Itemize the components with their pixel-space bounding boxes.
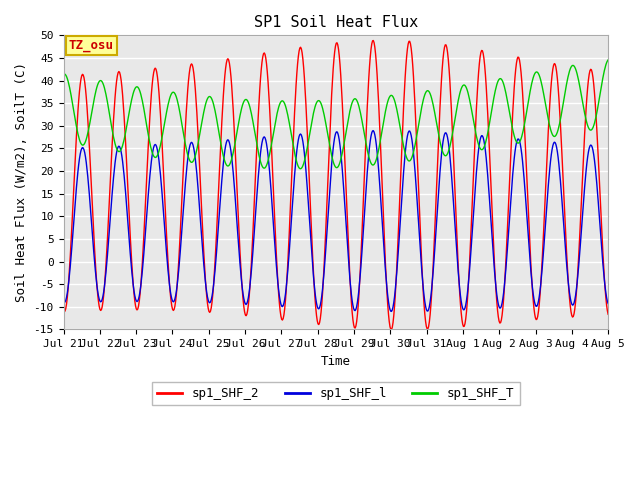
Text: TZ_osu: TZ_osu xyxy=(69,39,114,52)
sp1_SHF_T xyxy=(181,138,189,144)
Line: sp1_SHF_2: sp1_SHF_2 xyxy=(63,40,608,330)
sp1_SHF_2 xyxy=(60,307,67,313)
sp1_SHF_2 xyxy=(210,283,218,289)
sp1_SHF_2 xyxy=(125,217,133,223)
sp1_SHF_l xyxy=(388,309,396,314)
sp1_SHF_2 xyxy=(604,312,612,317)
sp1_SHF_l xyxy=(125,240,133,246)
sp1_SHF_T xyxy=(419,100,426,106)
sp1_SHF_2 xyxy=(419,290,427,296)
sp1_SHF_2 xyxy=(404,46,412,52)
sp1_SHF_l xyxy=(60,299,67,304)
sp1_SHF_2 xyxy=(388,327,396,333)
sp1_SHF_l xyxy=(210,283,218,288)
Y-axis label: Soil Heat Flux (W/m2), SoilT (C): Soil Heat Flux (W/m2), SoilT (C) xyxy=(15,62,28,302)
sp1_SHF_T xyxy=(70,106,77,111)
Title: SP1 Soil Heat Flux: SP1 Soil Heat Flux xyxy=(253,15,418,30)
sp1_SHF_T xyxy=(297,166,305,172)
sp1_SHF_l xyxy=(604,300,612,306)
sp1_SHF_2 xyxy=(369,37,377,43)
sp1_SHF_l xyxy=(419,286,427,291)
sp1_SHF_l xyxy=(70,224,77,230)
sp1_SHF_T xyxy=(210,101,218,107)
sp1_SHF_T xyxy=(604,57,612,63)
Line: sp1_SHF_T: sp1_SHF_T xyxy=(63,60,608,169)
X-axis label: Time: Time xyxy=(321,355,351,368)
Line: sp1_SHF_l: sp1_SHF_l xyxy=(63,131,608,312)
sp1_SHF_l xyxy=(181,189,189,194)
sp1_SHF_T xyxy=(125,108,133,114)
sp1_SHF_T xyxy=(403,155,410,161)
sp1_SHF_l xyxy=(404,133,412,139)
Legend: sp1_SHF_2, sp1_SHF_l, sp1_SHF_T: sp1_SHF_2, sp1_SHF_l, sp1_SHF_T xyxy=(152,383,520,406)
sp1_SHF_T xyxy=(60,72,67,77)
sp1_SHF_l xyxy=(369,128,377,133)
sp1_SHF_2 xyxy=(70,193,77,199)
sp1_SHF_2 xyxy=(181,138,189,144)
